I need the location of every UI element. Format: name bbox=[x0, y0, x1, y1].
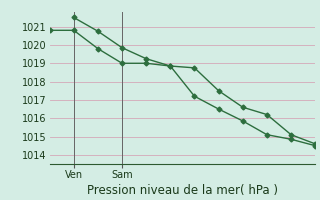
X-axis label: Pression niveau de la mer( hPa ): Pression niveau de la mer( hPa ) bbox=[87, 184, 278, 197]
